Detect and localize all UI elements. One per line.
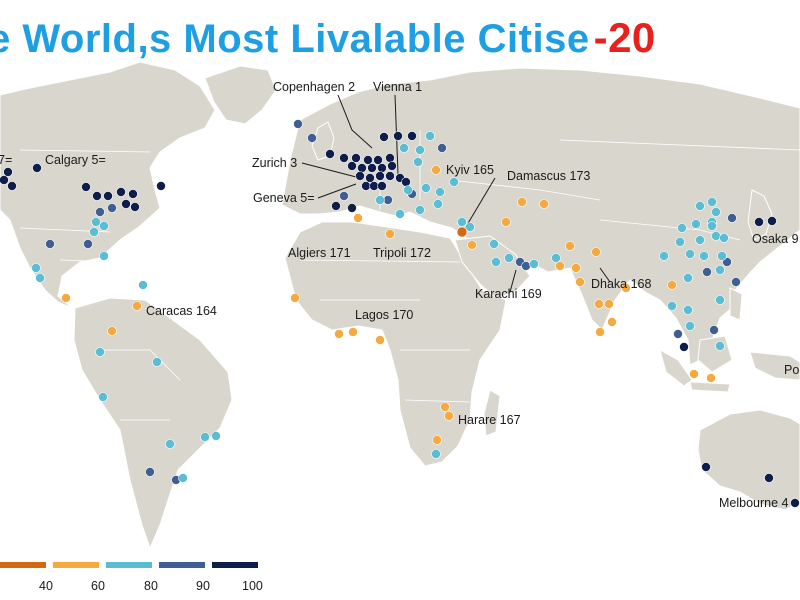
leader-karachi (509, 269, 517, 293)
landmass-new-guinea (749, 351, 800, 381)
landmass-sumatra (659, 348, 693, 387)
landmass-africa (284, 221, 507, 467)
landmass-south-america (73, 297, 233, 550)
dots-tier-30-40 (456, 226, 468, 238)
legend-tick-40: 40 (39, 579, 53, 593)
leader-lines (301, 94, 611, 293)
city-labels: 7= Calgary 5= Copenhagen 2 Vienna 1 Zuri… (0, 80, 799, 510)
label-kyiv: Kyiv 165 (446, 163, 494, 177)
label-dhaka: Dhaka 168 (591, 277, 652, 291)
label-damascus: Damascus 173 (507, 169, 590, 183)
legend-bin-80-90 (159, 562, 205, 568)
leader-zurich (301, 162, 361, 179)
label-karachi: Karachi 169 (475, 287, 542, 301)
leader-geneva (317, 183, 357, 199)
dots-tier-80-90 (45, 119, 741, 485)
country-borders (19, 130, 800, 421)
map-title: e World,s Most Livalable Citise-20 (0, 14, 656, 62)
legend-bin-60-80 (106, 562, 152, 568)
label-7: 7= (0, 153, 12, 167)
landmass-madagascar (483, 389, 501, 437)
label-caracas: Caracas 164 (146, 304, 217, 318)
legend-tick-90: 90 (196, 579, 210, 593)
label-osaka: Osaka 9 (752, 232, 799, 246)
leader-dhaka (599, 267, 611, 283)
legend-tick-100: 100 (242, 579, 263, 593)
landmass-eurasia (281, 67, 800, 366)
dots-tier-60-80 (31, 131, 729, 483)
landmasses (0, 61, 800, 550)
legend-tick-60: 60 (91, 579, 105, 593)
dots-tier-90-100 (0, 131, 800, 508)
legend: 40 60 80 90 100 (0, 562, 263, 593)
label-melbourne: Melbourne 4 (719, 496, 789, 510)
label-tripoli: Tripoli 172 (373, 246, 431, 260)
landmass-japan (747, 189, 773, 241)
label-algiers: Algiers 171 (288, 246, 351, 260)
label-calgary: Calgary 5= (45, 153, 106, 167)
label-harare: Harare 167 (458, 413, 521, 427)
title-main: e World,s Most Livalable Citise (0, 17, 590, 61)
landmass-philippines (729, 287, 743, 321)
city-dots (0, 119, 800, 508)
landmass-greenland (204, 65, 277, 125)
legend-bin-40-60 (53, 562, 99, 568)
legend-tick-80: 80 (144, 579, 158, 593)
label-geneva: Geneva 5= (253, 191, 315, 205)
legend-bin-90-100 (212, 562, 258, 568)
landmass-java (689, 381, 731, 393)
title-year: -20 (593, 14, 656, 61)
label-copenhagen: Copenhagen 2 (273, 80, 355, 94)
label-vienna: Vienna 1 (373, 80, 422, 94)
label-lagos: Lagos 170 (355, 308, 413, 322)
label-zurich: Zurich 3 (252, 156, 297, 170)
leader-damascus (463, 177, 496, 231)
landmass-australia (697, 409, 800, 511)
label-po: Po (784, 363, 799, 377)
dots-tier-40-60 (61, 165, 716, 445)
legend-bin-30-40 (0, 562, 46, 568)
leader-copenhagen (337, 94, 373, 149)
